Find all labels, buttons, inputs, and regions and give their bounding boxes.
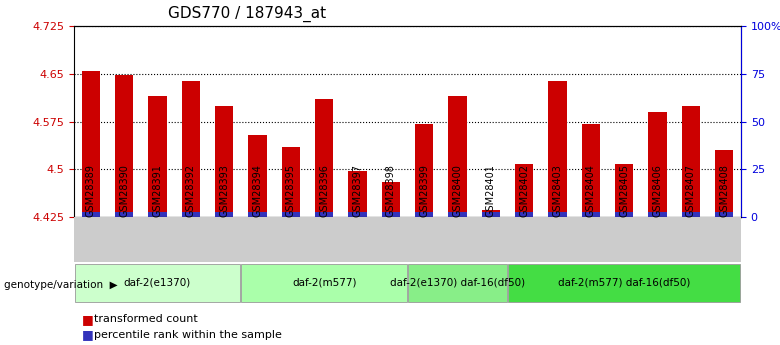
Bar (415, 211, 434, 217)
Bar (648, 112, 667, 217)
FancyBboxPatch shape (75, 264, 240, 302)
Bar (282, 147, 300, 217)
Bar (682, 106, 700, 217)
Bar (315, 99, 333, 217)
Bar (148, 96, 167, 217)
Text: daf-2(e1370): daf-2(e1370) (124, 277, 191, 287)
Text: ■: ■ (82, 313, 94, 326)
Bar (349, 171, 367, 217)
Bar (315, 211, 333, 217)
Bar (515, 164, 534, 217)
Bar (282, 211, 300, 217)
Bar (448, 96, 466, 217)
FancyBboxPatch shape (509, 264, 740, 302)
Text: daf-2(m577) daf-16(df50): daf-2(m577) daf-16(df50) (558, 277, 690, 287)
Text: percentile rank within the sample: percentile rank within the sample (94, 330, 282, 339)
Bar (582, 211, 600, 217)
Bar (148, 211, 167, 217)
Bar (715, 211, 733, 217)
Bar (182, 81, 200, 217)
Bar (682, 211, 700, 217)
Bar (381, 182, 400, 217)
Bar (248, 211, 267, 217)
Bar (182, 211, 200, 217)
Bar (482, 210, 500, 217)
Bar (548, 211, 567, 217)
FancyBboxPatch shape (242, 264, 407, 302)
Bar (515, 211, 534, 217)
Bar (381, 211, 400, 217)
Text: transformed count: transformed count (94, 314, 197, 324)
Bar (82, 70, 100, 217)
Bar (548, 81, 567, 217)
Bar (215, 211, 233, 217)
Bar (615, 211, 633, 217)
Bar (215, 106, 233, 217)
Text: daf-2(m577): daf-2(m577) (292, 277, 356, 287)
Text: daf-2(e1370) daf-16(df50): daf-2(e1370) daf-16(df50) (390, 277, 525, 287)
Bar (115, 211, 133, 217)
Bar (582, 124, 600, 217)
Bar (115, 75, 133, 217)
Text: ■: ■ (82, 328, 94, 341)
Bar (448, 211, 466, 217)
Text: GDS770 / 187943_at: GDS770 / 187943_at (168, 6, 326, 22)
Bar (715, 150, 733, 217)
Text: genotype/variation  ▶: genotype/variation ▶ (4, 280, 118, 289)
Bar (482, 211, 500, 217)
Bar (615, 164, 633, 217)
Bar (349, 211, 367, 217)
Bar (82, 211, 100, 217)
Bar (648, 211, 667, 217)
Bar (248, 135, 267, 217)
Bar (415, 124, 434, 217)
FancyBboxPatch shape (408, 264, 507, 302)
